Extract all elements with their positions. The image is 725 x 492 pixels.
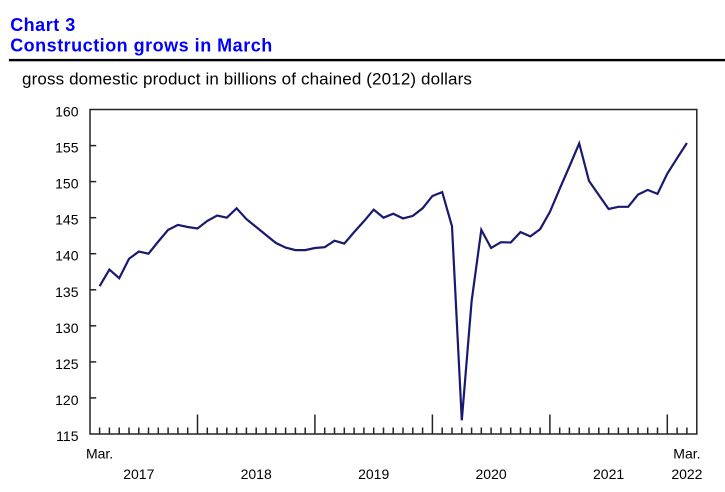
svg-text:Construction grows in March: Construction grows in March [10,36,273,56]
svg-text:120: 120 [55,392,79,408]
svg-text:Mar.: Mar. [86,446,113,462]
svg-text:2017: 2017 [123,466,154,482]
svg-text:115: 115 [56,428,79,444]
svg-text:160: 160 [55,104,79,120]
svg-text:2022: 2022 [671,466,702,482]
svg-text:140: 140 [55,248,79,264]
svg-text:2018: 2018 [241,466,272,482]
svg-text:150: 150 [55,176,79,192]
svg-text:125: 125 [55,356,79,372]
svg-text:Chart 3: Chart 3 [10,15,76,35]
svg-text:gross domestic product in bill: gross domestic product in billions of ch… [22,70,472,89]
svg-text:2021: 2021 [593,466,624,482]
svg-text:2020: 2020 [476,466,507,482]
svg-text:2019: 2019 [358,466,389,482]
svg-text:135: 135 [55,284,79,300]
svg-text:155: 155 [55,140,79,156]
svg-text:145: 145 [55,212,79,228]
svg-text:Mar.: Mar. [673,446,700,462]
svg-text:130: 130 [55,320,79,336]
